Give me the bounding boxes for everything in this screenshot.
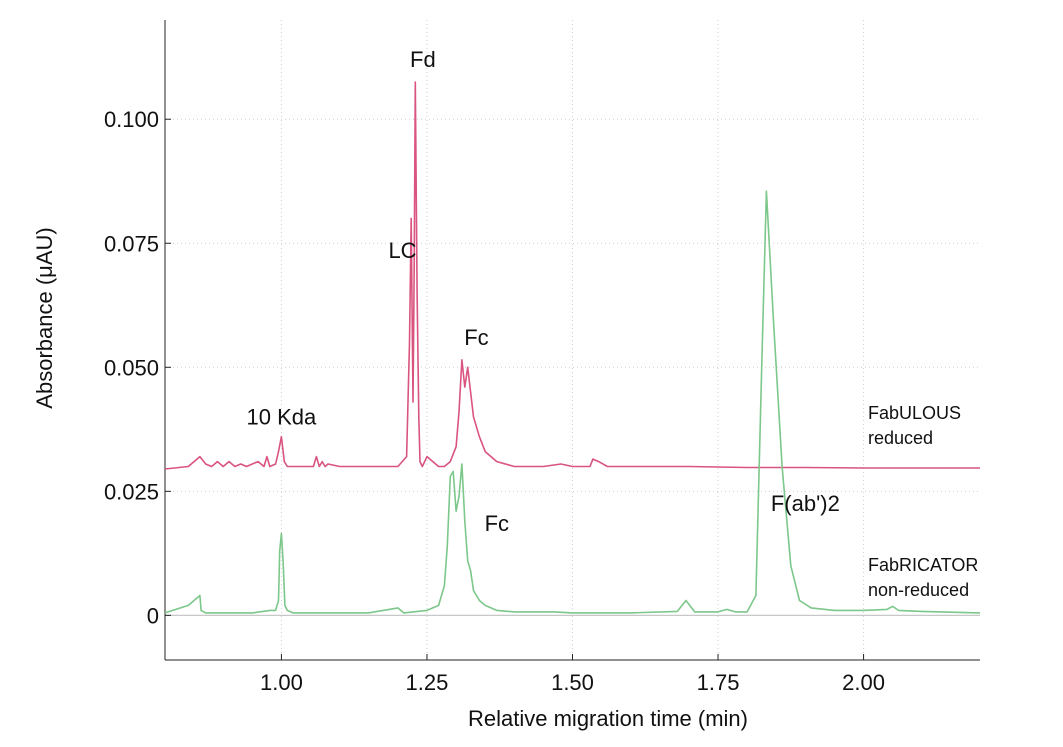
- series-label: FabULOUS: [868, 403, 961, 423]
- y-tick-label: 0.100: [104, 107, 159, 132]
- y-tick-labels: 0 0.025 0.050 0.075 0.100: [104, 107, 159, 628]
- y-tick-label: 0.025: [104, 479, 159, 504]
- grid-lines: [165, 20, 980, 660]
- x-tick-label: 1.00: [260, 670, 303, 695]
- y-tick-label: 0: [147, 603, 159, 628]
- peak-label: F(ab')2: [771, 491, 840, 516]
- series-label: reduced: [868, 428, 933, 448]
- x-axis-title: Relative migration time (min): [468, 706, 748, 731]
- x-tick-label: 1.25: [406, 670, 449, 695]
- trace-labels: FabULOUS reduced FabRICATOR non-reduced: [868, 403, 978, 600]
- series-line: [164, 190, 981, 614]
- peak-label: Fd: [410, 47, 436, 72]
- peak-label: LC: [388, 238, 416, 263]
- traces: [164, 81, 981, 614]
- peak-label: Fc: [485, 511, 509, 536]
- y-axis-title: Absorbance (μAU): [32, 227, 57, 408]
- peak-label: Fc: [464, 325, 488, 350]
- x-tick-label: 1.75: [697, 670, 740, 695]
- peak-label: 10 Kda: [247, 404, 317, 429]
- series-label: FabRICATOR: [868, 555, 978, 575]
- series-label: non-reduced: [868, 580, 969, 600]
- x-tick-label: 1.50: [551, 670, 594, 695]
- y-tick-label: 0.050: [104, 355, 159, 380]
- x-tick-label: 2.00: [842, 670, 885, 695]
- peak-annotations: 10 Kda LC Fd Fc Fc F(ab')2: [247, 47, 840, 536]
- series-line: [164, 81, 980, 470]
- x-tick-labels: 1.00 1.25 1.50 1.75 2.00: [260, 670, 885, 695]
- axes: [164, 20, 980, 661]
- y-tick-label: 0.075: [104, 231, 159, 256]
